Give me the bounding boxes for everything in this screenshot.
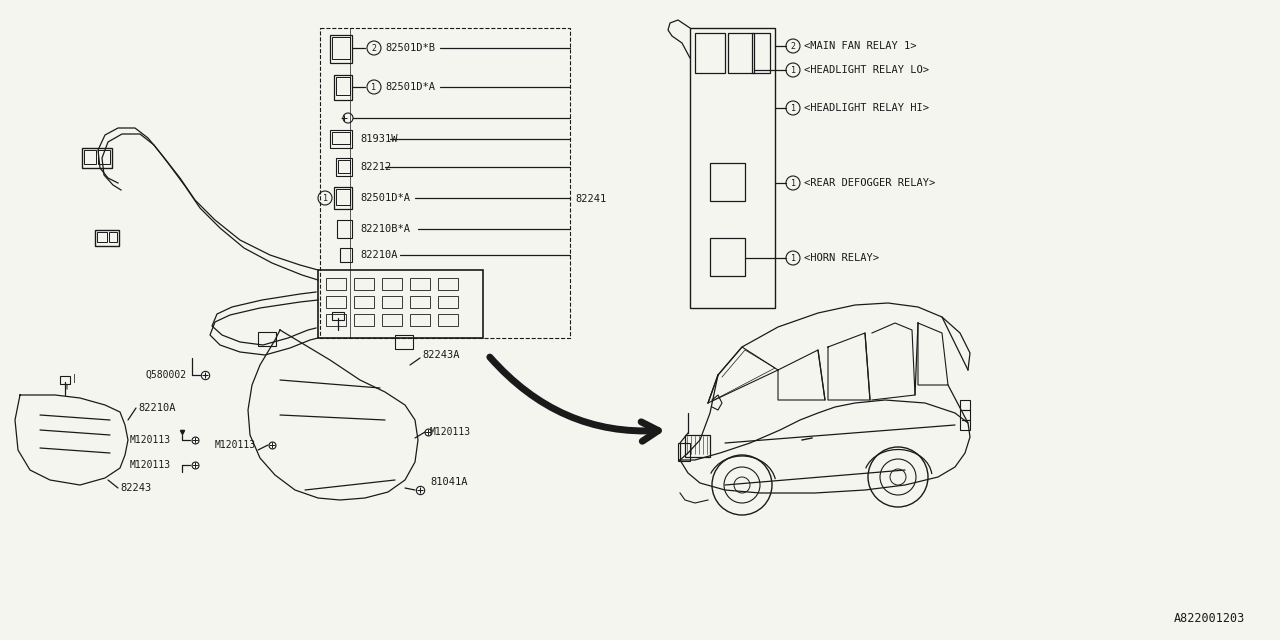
- Text: <HEADLIGHT RELAY LO>: <HEADLIGHT RELAY LO>: [804, 65, 929, 75]
- Bar: [332, 132, 349, 144]
- Bar: [330, 35, 352, 63]
- Bar: [337, 220, 352, 238]
- Text: <HORN RELAY>: <HORN RELAY>: [804, 253, 879, 263]
- Bar: [355, 314, 374, 326]
- Bar: [335, 77, 349, 95]
- Bar: [438, 314, 458, 326]
- Bar: [685, 435, 710, 457]
- Bar: [320, 28, 570, 338]
- Bar: [690, 28, 774, 308]
- Bar: [960, 400, 970, 430]
- Bar: [82, 148, 113, 168]
- Bar: [678, 443, 690, 461]
- Bar: [334, 75, 352, 100]
- Bar: [109, 232, 116, 242]
- Bar: [695, 33, 724, 73]
- Text: <REAR DEFOGGER RELAY>: <REAR DEFOGGER RELAY>: [804, 178, 936, 188]
- Text: Q580002: Q580002: [145, 370, 186, 380]
- Text: 82210A: 82210A: [138, 403, 175, 413]
- Text: M120113: M120113: [215, 440, 256, 450]
- Text: 82210B*A: 82210B*A: [360, 224, 410, 234]
- Bar: [710, 163, 745, 201]
- Bar: [326, 296, 346, 308]
- Text: 1: 1: [791, 253, 795, 262]
- Text: 82501D*A: 82501D*A: [385, 82, 435, 92]
- Bar: [381, 278, 402, 290]
- Bar: [355, 296, 374, 308]
- Bar: [317, 270, 483, 338]
- Text: 1: 1: [323, 193, 328, 202]
- Bar: [410, 278, 430, 290]
- Bar: [710, 238, 745, 276]
- Text: M120113: M120113: [430, 427, 471, 437]
- Text: 82210A: 82210A: [360, 250, 398, 260]
- Bar: [326, 278, 346, 290]
- Bar: [326, 314, 346, 326]
- Text: M120113: M120113: [131, 460, 172, 470]
- Text: 81931W: 81931W: [360, 134, 398, 144]
- Bar: [95, 230, 119, 246]
- FancyArrowPatch shape: [490, 357, 658, 441]
- Text: 82212: 82212: [360, 162, 392, 172]
- Bar: [381, 314, 402, 326]
- Bar: [338, 160, 349, 173]
- Bar: [259, 332, 276, 346]
- Bar: [97, 232, 108, 242]
- Bar: [728, 33, 754, 73]
- Bar: [84, 150, 96, 164]
- Text: 1: 1: [791, 104, 795, 113]
- Text: A822001203: A822001203: [1174, 611, 1245, 625]
- Text: <MAIN FAN RELAY 1>: <MAIN FAN RELAY 1>: [804, 41, 916, 51]
- Bar: [340, 248, 352, 262]
- Bar: [410, 314, 430, 326]
- Text: <HEADLIGHT RELAY HI>: <HEADLIGHT RELAY HI>: [804, 103, 929, 113]
- Bar: [99, 150, 110, 164]
- Text: |: |: [72, 374, 77, 383]
- Text: 82501D*B: 82501D*B: [385, 43, 435, 53]
- Text: 1: 1: [791, 65, 795, 74]
- Text: 82243: 82243: [120, 483, 151, 493]
- Text: 81041A: 81041A: [430, 477, 467, 487]
- Bar: [334, 187, 352, 209]
- Bar: [335, 158, 352, 176]
- Text: 82243A: 82243A: [422, 350, 460, 360]
- Bar: [753, 33, 771, 73]
- Bar: [410, 296, 430, 308]
- Text: 1: 1: [791, 179, 795, 188]
- Bar: [355, 278, 374, 290]
- Text: 82241: 82241: [575, 193, 607, 204]
- Bar: [330, 130, 352, 148]
- Bar: [438, 278, 458, 290]
- Bar: [381, 296, 402, 308]
- Text: 2: 2: [371, 44, 376, 52]
- Bar: [60, 376, 70, 384]
- Text: M120113: M120113: [131, 435, 172, 445]
- Bar: [332, 312, 344, 320]
- Text: 1: 1: [371, 83, 376, 92]
- Bar: [332, 37, 349, 59]
- Text: 82501D*A: 82501D*A: [360, 193, 410, 203]
- Text: 2: 2: [791, 42, 795, 51]
- Bar: [396, 335, 413, 349]
- Bar: [335, 189, 349, 205]
- Bar: [438, 296, 458, 308]
